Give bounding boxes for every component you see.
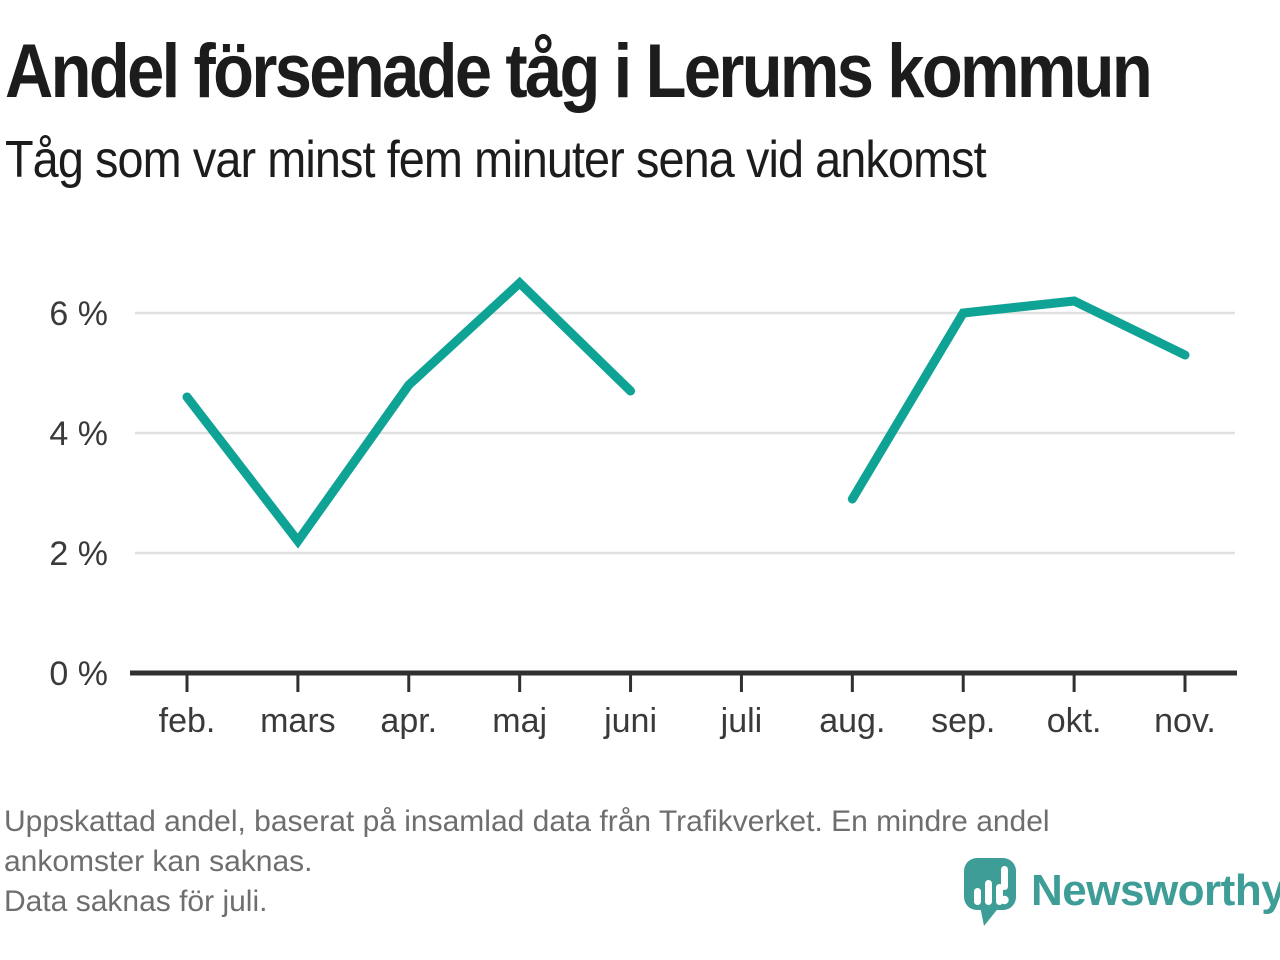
line-chart: feb. mars apr. maj juni juli aug. sep. okt. nov. 0…	[49, 276, 1237, 740]
chart-title: Andel försenade tåg i Lerums kommun	[5, 29, 1153, 114]
x-tick-label: okt.	[1047, 702, 1102, 740]
x-tick-label: nov.	[1154, 702, 1216, 740]
y-tick-label: 0 %	[49, 655, 108, 693]
x-tick-label: juni	[603, 702, 657, 740]
y-tick-label: 2 %	[49, 535, 108, 573]
x-tick-label: feb.	[159, 702, 216, 740]
x-tick-label: juli	[720, 702, 763, 740]
y-tick-label: 6 %	[49, 295, 108, 333]
x-tick-label: maj	[492, 702, 547, 740]
x-tick-label: apr.	[380, 702, 437, 740]
source-note-line: ankomster kan saknas.	[4, 845, 313, 878]
x-tick-label: sep.	[931, 702, 995, 740]
source-note-line: Data saknas för juli.	[4, 885, 268, 918]
x-tick-label: mars	[260, 702, 336, 740]
data-line	[182, 276, 636, 549]
chart-subtitle: Tåg som var minst fem minuter sena vid a…	[5, 131, 987, 189]
source-note-line: Uppskattad andel, baserat på insamlad da…	[4, 805, 1050, 838]
y-tick-label: 4 %	[49, 415, 108, 453]
x-tick-label: aug.	[819, 702, 885, 740]
data-line	[847, 296, 1190, 504]
newsworthy-logo-text: Newsworthy	[1031, 866, 1280, 915]
source-note: Uppskattad andel, baserat på insamlad da…	[4, 802, 1050, 922]
newsworthy-speech-bubble-bar-chart-icon	[964, 858, 1016, 926]
